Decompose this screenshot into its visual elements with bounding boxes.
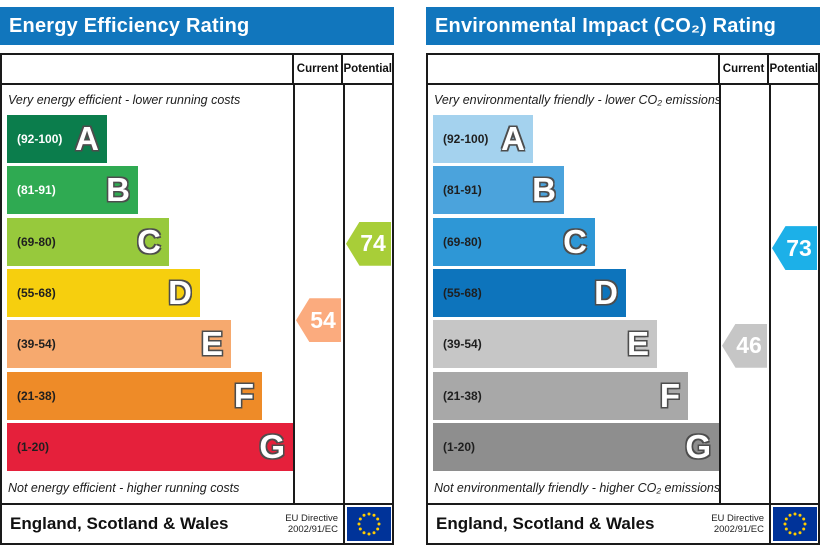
header-spacer-cell [2, 55, 292, 83]
band-f: (21-38) F [7, 371, 262, 420]
table-header-row: Current Potential [2, 55, 392, 85]
band-letter: F [233, 376, 254, 414]
rating-table: Current Potential Very energy efficient … [0, 53, 394, 545]
band-letter: B [532, 171, 556, 209]
bands: (92-100) A (81-91) B (69-80) C (55-68) D (39-54)… [7, 115, 392, 473]
band-letter: G [685, 427, 711, 465]
chart-title: Energy Efficiency Rating [9, 15, 250, 37]
band-range-label: (21-38) [17, 388, 56, 403]
band-a: (92-100) A [433, 115, 533, 163]
eu-flag-icon [772, 507, 817, 541]
band-range-label: (55-68) [443, 285, 482, 300]
energy-efficiency-chart: Energy Efficiency Rating Current Potenti… [0, 7, 394, 545]
top-caption: Very environmentally friendly - lower CO… [434, 93, 722, 107]
band-letter: B [106, 171, 130, 209]
potential-column-divider [343, 85, 345, 503]
band-letter: G [259, 427, 285, 465]
band-range-label: (69-80) [443, 234, 482, 249]
band-letter: C [563, 222, 587, 260]
band-range-label: (1-20) [17, 439, 50, 454]
potential-value: 73 [786, 234, 812, 261]
environmental-impact-chart: Environmental Impact (CO₂) Rating Curren… [426, 7, 820, 545]
current-column-header: Current [291, 55, 342, 83]
band-range-label: (92-100) [443, 132, 489, 146]
band-letter: C [137, 222, 161, 260]
table-header-row: Current Potential [428, 55, 818, 85]
current-value: 46 [736, 332, 762, 359]
band-g: (1-20) G [7, 422, 293, 471]
region-label: England, Scotland & Wales [10, 514, 229, 533]
eu-directive-line2: 2002/91/EC [287, 524, 338, 535]
eu-directive-line2: 2002/91/EC [713, 524, 764, 535]
band-letter: E [200, 325, 223, 363]
current-column-divider [719, 85, 721, 503]
band-a: (92-100) A [7, 115, 107, 163]
potential-column-divider [769, 85, 771, 503]
current-column-header: Current [717, 55, 768, 83]
band-range-label: (81-91) [443, 183, 482, 198]
band-d: (55-68) D [7, 268, 200, 317]
bottom-caption: Not energy efficient - higher running co… [8, 481, 240, 495]
eu-flag-cell [769, 505, 818, 543]
footer-row: England, Scotland & Wales EU Directive 2… [428, 503, 818, 543]
region-label: England, Scotland & Wales [436, 514, 655, 533]
eu-directive-line1: EU Directive [711, 512, 764, 524]
bottom-caption: Not environmentally friendly - higher CO… [434, 481, 721, 495]
bands: (92-100) A (81-91) B (69-80) C (55-68) D (39-54)… [433, 115, 818, 473]
band-b: (81-91) B [433, 166, 564, 215]
band-range-label: (39-54) [443, 337, 482, 352]
rating-table: Current Potential Very environmentally f… [426, 53, 820, 545]
band-g: (1-20) G [433, 422, 719, 471]
band-b: (81-91) B [7, 166, 138, 215]
band-range-label: (39-54) [17, 337, 56, 352]
bands-area: Very energy efficient - lower running co… [2, 85, 392, 503]
eu-directive-label: EU Directive 2002/91/EC [700, 513, 769, 536]
potential-column-header: Potential [767, 55, 818, 83]
eu-directive-line1: EU Directive [285, 512, 338, 524]
chart-title-bar: Environmental Impact (CO₂) Rating [426, 7, 820, 45]
current-value: 54 [310, 306, 336, 333]
eu-flag-cell [343, 505, 392, 543]
band-letter: E [626, 325, 649, 363]
bands-area: Very environmentally friendly - lower CO… [428, 85, 818, 503]
band-letter: A [75, 120, 99, 157]
band-letter: D [594, 273, 618, 311]
chart-title: Environmental Impact (CO₂) Rating [435, 15, 777, 37]
top-caption: Very energy efficient - lower running co… [8, 93, 241, 107]
band-range-label: (1-20) [443, 439, 476, 454]
band-letter: D [168, 273, 192, 311]
band-letter: A [501, 120, 525, 157]
band-e: (39-54) E [7, 320, 231, 369]
band-letter: F [659, 376, 680, 414]
potential-value: 74 [360, 230, 386, 257]
band-range-label: (92-100) [17, 132, 63, 146]
band-e: (39-54) E [433, 320, 657, 369]
chart-title-bar: Energy Efficiency Rating [0, 7, 394, 45]
eu-flag-icon [346, 507, 391, 541]
band-d: (55-68) D [433, 268, 626, 317]
band-range-label: (81-91) [17, 183, 56, 198]
band-c: (69-80) C [7, 217, 169, 266]
header-spacer-cell [428, 55, 718, 83]
band-range-label: (21-38) [443, 388, 482, 403]
band-c: (69-80) C [433, 217, 595, 266]
potential-column-header: Potential [341, 55, 392, 83]
band-range-label: (69-80) [17, 234, 56, 249]
footer-row: England, Scotland & Wales EU Directive 2… [2, 503, 392, 543]
current-column-divider [293, 85, 295, 503]
band-range-label: (55-68) [17, 285, 56, 300]
band-f: (21-38) F [433, 371, 688, 420]
eu-directive-label: EU Directive 2002/91/EC [274, 513, 343, 536]
